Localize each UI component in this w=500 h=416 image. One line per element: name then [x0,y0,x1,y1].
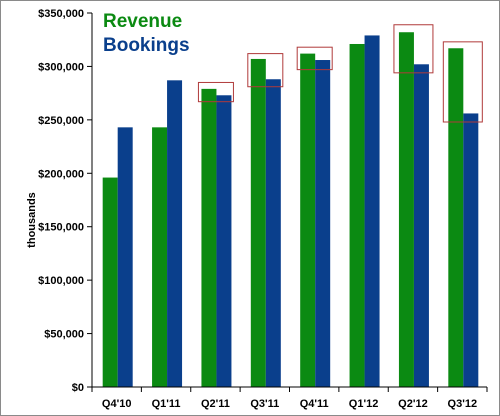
legend: Revenue Bookings [103,11,190,56]
x-tick-label-5: Q1'12 [349,398,379,410]
bar-bookings-1 [167,80,183,387]
y-axis-title-group: thousands [26,192,38,248]
x-tick-label-0: Q4'10 [102,398,132,410]
bar-bookings-7 [463,113,479,388]
bar-bookings-0 [117,127,133,387]
y-tick-label-4: $200,000 [38,168,84,180]
highlight-boxes [197,24,483,123]
bar-revenue-6 [398,32,414,388]
y-tick-label-3: $150,000 [38,222,84,234]
x-tick-label-7: Q3'12 [448,398,478,410]
y-tick-labels: $0 $50,000 $100,000 $150,000 $200,000 $250,00… [38,8,92,394]
y-tick-label-2: $100,000 [38,275,84,287]
x-tick-label-4: Q4'11 [300,398,329,410]
bar-revenue-5 [349,43,365,387]
y-tick-label-0: $0 [72,382,84,394]
x-tick-label-1: Q1'11 [152,398,181,410]
x-tick-label-3: Q3'11 [250,398,279,410]
y-tick-label-1: $50,000 [44,329,84,341]
bar-revenue-0 [102,177,118,387]
bar-revenue-2 [201,88,217,388]
x-tick-label-6: Q2'12 [398,398,428,410]
bar-bookings-4 [315,60,331,387]
bar-revenue-3 [250,58,266,387]
highlight-box-0 [197,81,234,103]
legend-entry-revenue: Revenue [103,11,182,32]
highlight-box-1 [247,53,284,88]
highlight-box-3 [393,24,434,74]
bar-revenue-7 [448,48,464,388]
legend-entry-bookings: Bookings [103,35,190,56]
y-tick-label-7: $350,000 [38,8,84,20]
bar-revenue-1 [152,127,168,387]
y-tick-label-6: $300,000 [38,61,84,73]
bar-revenue-4 [300,53,316,387]
bar-bookings-2 [216,95,232,387]
highlight-box-2 [296,46,333,71]
bar-bookings-5 [364,35,380,387]
x-tick-labels: Q4'10 Q1'11 Q2'11 Q3'11 Q4'11 Q1'12 Q2'12 Q3'12 [91,387,488,410]
x-tick-label-2: Q2'11 [201,398,230,410]
y-tick-label-5: $250,000 [38,115,84,127]
bar-bookings-3 [265,79,281,387]
bar-bookings-6 [413,64,429,387]
highlight-box-4 [442,41,483,123]
y-axis-title: thousands [26,192,38,248]
bars [102,32,479,388]
